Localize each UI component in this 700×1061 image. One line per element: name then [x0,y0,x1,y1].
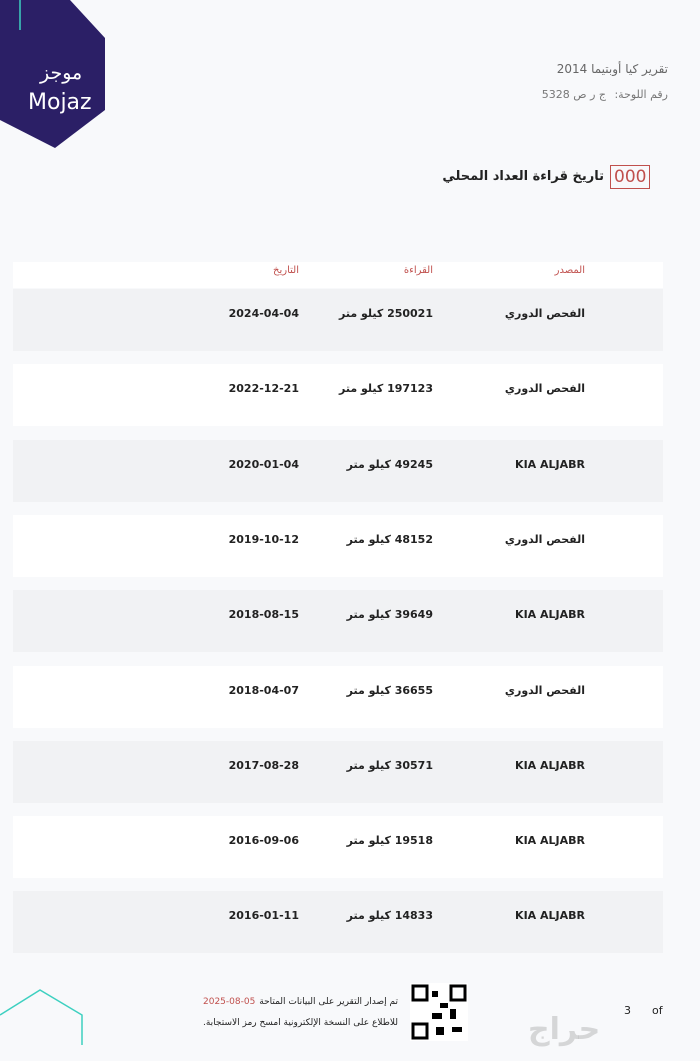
watermark: حراج [528,1012,601,1047]
table-row: الفحص الدوري 250021 كيلو متر 2024-04-04 [13,289,663,351]
issued-text: تم إصدار التقرير على البيانات المتاحة [259,997,398,1007]
logo-shape [0,0,105,148]
table-cell: 19518 كيلو متر [346,834,433,848]
table-cell: 39649 كيلو متر [346,608,433,622]
table-row: KIA ALJABR 39649 كيلو متر 2018-08-15 [13,590,663,653]
page-of: of [652,1004,663,1017]
table-cell: KIA ALJABR [515,457,585,471]
column-header: التاريخ [273,265,299,276]
plate-label: رقم اللوحة: [614,88,668,101]
table-cell: KIA ALJABR [515,909,585,923]
logo-latin: Mojaz [28,90,92,115]
table-row: KIA ALJABR 19518 كيلو متر 2016-09-06 [13,816,663,879]
table-cell: 30571 كيلو متر [346,758,433,772]
table-cell: 2018-08-15 [228,608,299,622]
scan-text: للاطلاع على النسخة الإلكترونية امسح رمز … [203,1018,398,1028]
table-cell: 2016-01-11 [228,909,299,923]
plate-value: ج ر ص 5328 [541,88,606,101]
odometer-icon: 000 [610,165,651,189]
table-row: الفحص الدوري 48152 كيلو متر 2019-10-12 [13,514,663,577]
logo-arabic: موجز [40,62,83,84]
table-cell: 36655 كيلو متر [346,683,433,697]
page-number: 3 [624,1004,631,1017]
table-cell: 2016-09-06 [228,834,299,848]
table-cell: 197123 كيلو متر [338,382,433,396]
issued-date: 2025-08-05 [203,997,256,1007]
table-row: KIA ALJABR 30571 كيلو متر 2017-08-28 [13,740,663,803]
table-cell: 49245 كيلو متر [346,457,433,471]
report-title: تقرير كيا أوبتيما 2014 [556,62,668,76]
table-row: KIA ALJABR 14833 كيلو متر 2016-01-11 [13,891,663,954]
table-row: KIA ALJABR 49245 كيلو متر 2020-01-04 [13,439,663,502]
table-header: المصدر القراءة التاريخ [13,262,663,288]
table-cell: 2018-04-07 [228,683,299,697]
table-cell: 48152 كيلو متر [346,532,433,546]
table-cell: 2017-08-28 [228,758,299,772]
table-cell: KIA ALJABR [515,758,585,772]
table-cell: 250021 كيلو متر [338,307,433,320]
table-cell: الفحص الدوري [504,532,585,546]
table-cell: KIA ALJABR [515,608,585,622]
table-cell: 2022-12-21 [228,382,299,396]
table-cell: الفحص الدوري [504,683,585,697]
table-cell: الفحص الدوري [504,307,585,320]
table-cell: 2019-10-12 [228,532,299,546]
table-cell: 14833 كيلو متر [346,909,433,923]
table-cell: 2020-01-04 [228,457,299,471]
table-cell: الفحص الدوري [504,382,585,396]
table-row: الفحص الدوري 36655 كيلو متر 2018-04-07 [13,665,663,728]
corner-decoration [0,989,83,1045]
column-header: المصدر [554,265,585,276]
qr-code [410,983,468,1041]
section-title: تاريخ قراءة العداد المحلي [442,169,604,184]
table-cell: KIA ALJABR [515,834,585,848]
table-cell: 2024-04-04 [228,307,299,320]
column-header: القراءة [403,265,433,276]
table-row: الفحص الدوري 197123 كيلو متر 2022-12-21 [13,364,663,427]
